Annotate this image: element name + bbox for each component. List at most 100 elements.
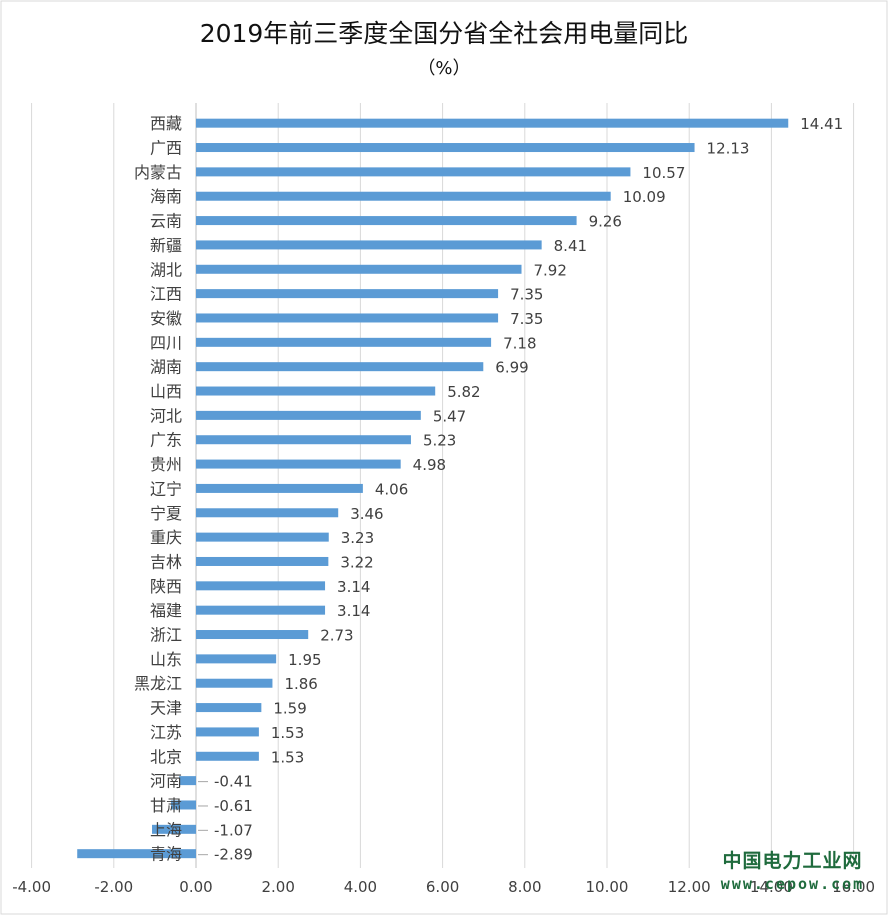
category-label: 黑龙江 bbox=[134, 674, 182, 693]
category-label: 宁夏 bbox=[150, 504, 182, 523]
value-label: 3.22 bbox=[340, 553, 373, 571]
bar bbox=[196, 605, 326, 615]
bar bbox=[196, 459, 401, 469]
watermark: 中国电力工业网 www.cepow.com bbox=[705, 846, 880, 893]
category-labels: 西藏广西内蒙古海南云南新疆湖北江西安徽四川湖南山西河北广东贵州辽宁宁夏重庆吉林陕… bbox=[134, 114, 182, 864]
category-label: 青海 bbox=[150, 845, 182, 864]
x-axis-ticks: -4.00 -2.00 0.00 2.00 4.00 6.00 8.00 10.00 12.00… bbox=[12, 878, 875, 896]
value-label: 4.06 bbox=[375, 480, 408, 498]
value-label: 10.09 bbox=[623, 188, 666, 206]
bar bbox=[196, 167, 631, 177]
bar bbox=[196, 143, 695, 153]
chart-subtitle: （%） bbox=[417, 58, 471, 79]
category-label: 上海 bbox=[150, 820, 182, 839]
bar bbox=[196, 703, 262, 713]
value-label: 3.14 bbox=[337, 578, 370, 596]
category-label: 山东 bbox=[150, 650, 182, 669]
value-label: 7.92 bbox=[534, 261, 567, 279]
category-label: 天津 bbox=[150, 699, 182, 718]
x-tick-label: 4.00 bbox=[344, 878, 377, 896]
category-label: 江苏 bbox=[150, 723, 182, 742]
value-label: 1.53 bbox=[271, 724, 304, 742]
value-label: 6.99 bbox=[495, 359, 528, 377]
bars bbox=[77, 118, 789, 859]
x-tick-label: 12.00 bbox=[668, 878, 711, 896]
value-label: -1.07 bbox=[214, 821, 253, 839]
value-label: 7.18 bbox=[503, 334, 536, 352]
value-label: -0.61 bbox=[214, 797, 253, 815]
bar bbox=[196, 751, 259, 761]
value-label: 12.13 bbox=[707, 140, 750, 158]
category-label: 新疆 bbox=[150, 236, 182, 255]
value-label: 7.35 bbox=[510, 286, 543, 304]
category-label: 江西 bbox=[150, 285, 182, 304]
value-label: 4.98 bbox=[413, 456, 446, 474]
category-label: 北京 bbox=[150, 747, 182, 766]
value-label: 1.59 bbox=[273, 700, 306, 718]
bar bbox=[196, 435, 411, 445]
x-tick-label: 8.00 bbox=[508, 878, 541, 896]
value-label: 3.23 bbox=[341, 529, 374, 547]
value-label: 1.86 bbox=[284, 675, 317, 693]
category-label: 海南 bbox=[150, 187, 182, 206]
value-label: 9.26 bbox=[589, 213, 622, 231]
category-label: 西藏 bbox=[150, 114, 182, 133]
category-label: 甘肃 bbox=[150, 796, 182, 815]
bar bbox=[196, 654, 277, 664]
bar bbox=[196, 216, 577, 226]
category-label: 河南 bbox=[150, 772, 182, 791]
bar bbox=[196, 410, 421, 420]
x-tick-label: 0.00 bbox=[179, 878, 212, 896]
bar bbox=[196, 240, 542, 250]
category-label: 辽宁 bbox=[150, 479, 182, 498]
watermark-url: www.cepow.com bbox=[720, 875, 865, 893]
bar bbox=[196, 581, 326, 591]
value-label: -0.41 bbox=[214, 773, 253, 791]
value-label: 8.41 bbox=[554, 237, 587, 255]
bar bbox=[196, 191, 611, 201]
bar bbox=[170, 800, 196, 810]
bar bbox=[196, 289, 499, 299]
bar bbox=[196, 386, 436, 396]
bar bbox=[196, 508, 339, 518]
x-tick-label: 6.00 bbox=[426, 878, 459, 896]
value-label: -2.89 bbox=[214, 846, 253, 864]
category-label: 福建 bbox=[150, 601, 182, 620]
value-label: 3.14 bbox=[337, 602, 370, 620]
bar bbox=[196, 362, 484, 372]
bar bbox=[196, 532, 329, 542]
value-label: 5.23 bbox=[423, 432, 456, 450]
bar bbox=[196, 264, 522, 274]
value-label: 5.47 bbox=[433, 407, 466, 425]
bar bbox=[196, 727, 259, 737]
watermark-name: 中国电力工业网 bbox=[722, 850, 863, 872]
x-tick-label: -2.00 bbox=[94, 878, 133, 896]
category-label: 安徽 bbox=[150, 309, 182, 328]
bar bbox=[196, 630, 309, 640]
bar bbox=[196, 337, 492, 347]
bar bbox=[196, 118, 789, 128]
category-label: 湖南 bbox=[150, 358, 182, 377]
bar bbox=[196, 313, 499, 323]
x-tick-label: 10.00 bbox=[586, 878, 629, 896]
category-label: 吉林 bbox=[150, 552, 182, 571]
x-tick-label: 14.00 bbox=[750, 878, 793, 896]
bar bbox=[77, 849, 196, 859]
bar bbox=[196, 483, 363, 493]
category-label: 内蒙古 bbox=[134, 163, 182, 182]
bar bbox=[196, 678, 273, 688]
category-label: 陕西 bbox=[150, 577, 182, 596]
category-label: 河北 bbox=[150, 406, 182, 425]
value-label: 1.53 bbox=[271, 748, 304, 766]
category-label: 重庆 bbox=[150, 528, 182, 547]
bar bbox=[152, 824, 196, 834]
category-label: 山西 bbox=[150, 382, 182, 401]
x-tick-label: -4.00 bbox=[12, 878, 51, 896]
x-tick-label: 16.00 bbox=[832, 878, 875, 896]
category-label: 贵州 bbox=[150, 455, 182, 474]
bar bbox=[196, 556, 329, 566]
